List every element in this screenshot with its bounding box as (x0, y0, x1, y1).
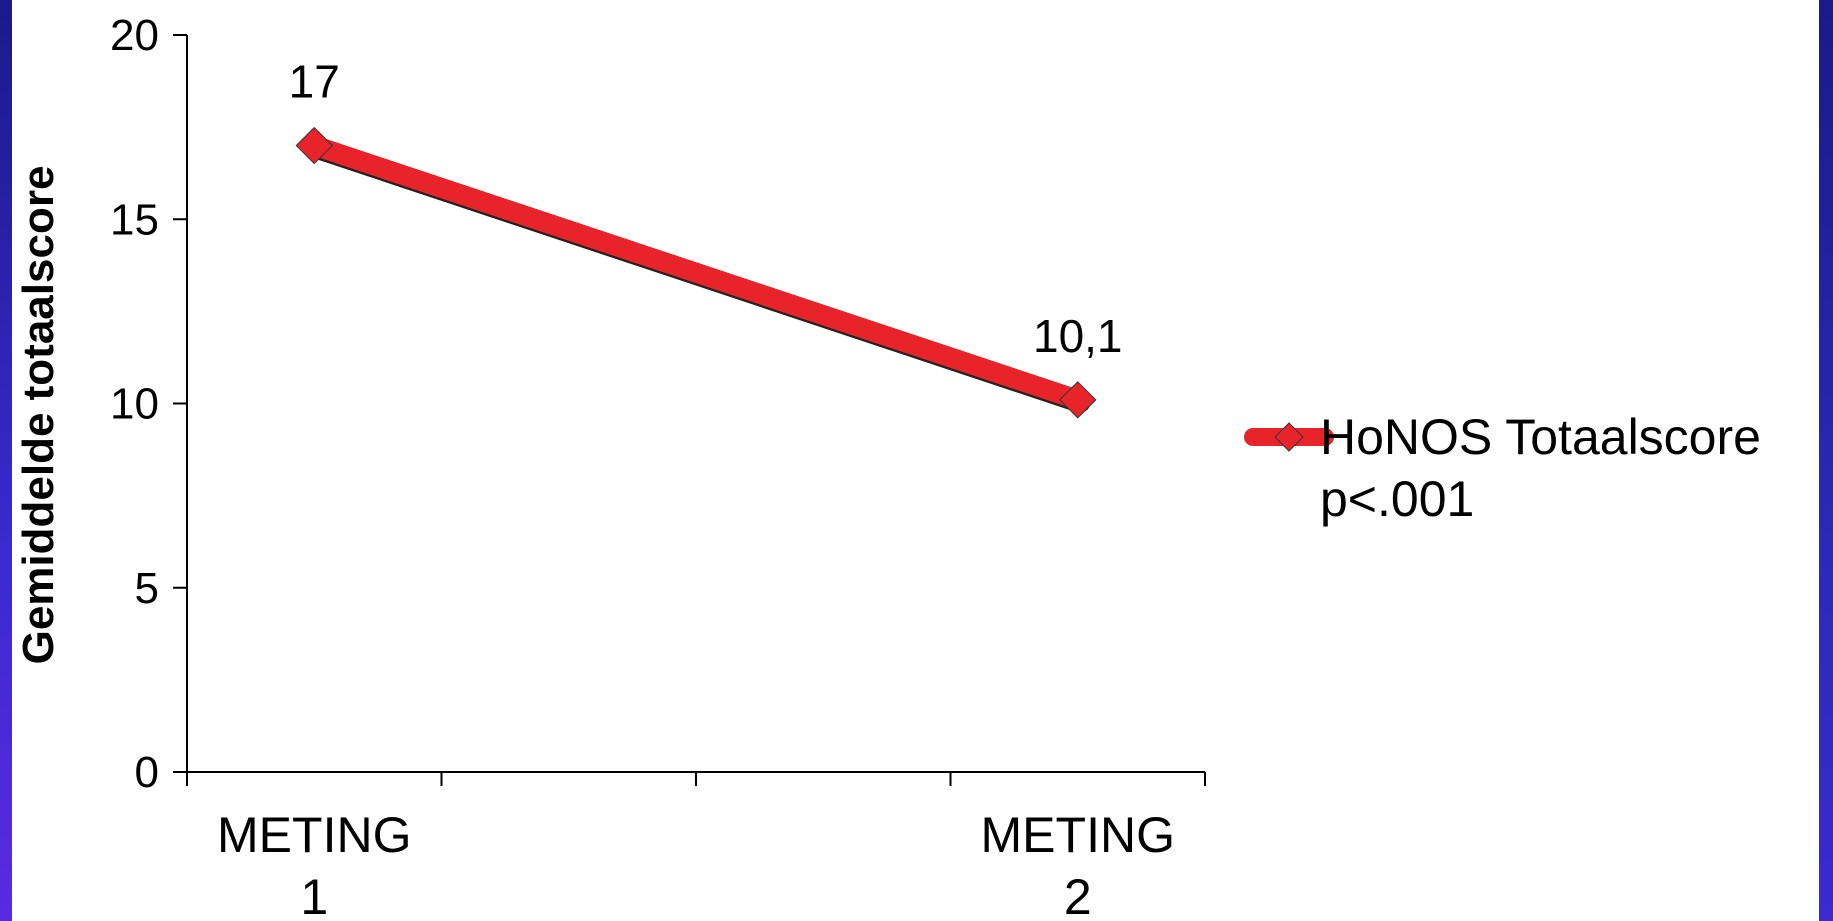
y-axis: 0 5 10 15 20 (110, 11, 188, 797)
slide-border-left (0, 0, 12, 921)
data-point-marker (295, 126, 333, 165)
y-tick-label: 20 (110, 11, 159, 60)
legend-label: HoNOS Totaalscore p<.001 (1320, 409, 1761, 527)
y-tick-label: 5 (135, 564, 159, 613)
data-point-marker (1059, 381, 1097, 419)
slide-border-right (1819, 0, 1833, 921)
series-layer: 17 10,1 (289, 56, 1123, 419)
x-tick-label: METING 1 (217, 807, 411, 921)
x-axis: METING 1 METING 2 (186, 771, 1206, 921)
y-axis-title: Gemiddelde totaalscore (14, 166, 63, 665)
legend-marker (1274, 422, 1304, 452)
legend: HoNOS Totaalscore p<.001 (1244, 409, 1761, 527)
y-tick-label: 10 (110, 380, 159, 429)
x-tick-label: METING 2 (981, 807, 1175, 921)
series-line (304, 135, 1088, 410)
y-tick-label: 15 (110, 195, 159, 244)
data-label: 10,1 (1033, 310, 1123, 362)
data-label: 17 (289, 56, 340, 108)
y-tick-label: 0 (135, 748, 159, 797)
